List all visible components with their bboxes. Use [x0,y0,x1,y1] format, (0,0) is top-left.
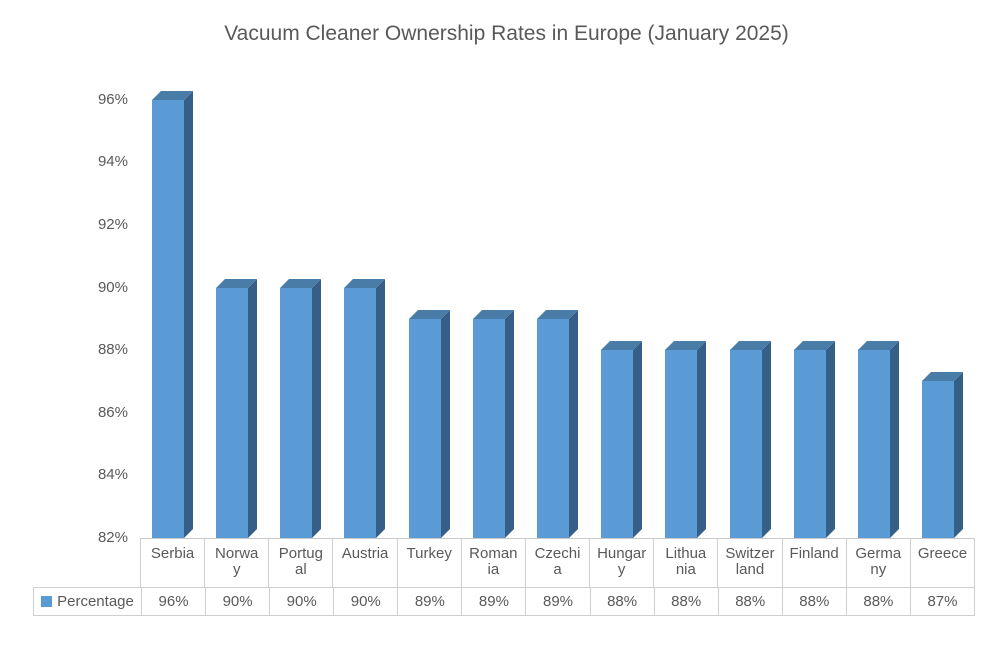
value-cell-austria: 90% [333,588,397,615]
y-axis-tick-label: 96% [97,90,128,108]
value-cell-switzerland: 88% [717,588,782,615]
bar-front-face [409,319,441,538]
bar-norway [216,279,257,538]
y-axis-tick-label: 84% [97,466,128,484]
value-cell-portugal: 90% [269,588,333,615]
bar-side-face [376,279,385,538]
value-cell-greece: 87% [909,588,974,615]
y-axis-tick-label: 92% [97,216,128,233]
bar-front-face [344,288,376,538]
bar-turkey [409,310,450,538]
bar-front-face [152,100,184,538]
bar-front-face [730,350,762,538]
bar-serbia [152,91,193,538]
bar-greece [922,372,963,538]
value-cell-lithuania: 88% [653,588,718,615]
bar-side-face [954,372,963,538]
bar-side-face [248,279,257,538]
bar-czechia [537,310,578,538]
bar-finland [794,341,835,538]
bar-front-face [665,350,697,538]
bar-lithuania [665,341,706,538]
value-cell-germany: 88% [845,588,910,615]
y-axis-tick-label: 88% [97,341,128,359]
bar-austria [344,279,385,538]
bar-side-face [184,91,193,538]
bar-front-face [858,350,890,538]
category-label-norway: Norwa y [204,539,268,587]
bar-side-face [697,341,706,538]
value-cell-hungary: 88% [589,588,654,615]
x-axis-category-labels: Serbia Norwa y Portug al Austria Turkey Roman ia… [140,538,975,587]
bar-front-face [473,319,505,538]
value-cell-turkey: 89% [397,588,461,615]
value-cell-romania: 89% [461,588,525,615]
bar-front-face [601,350,633,538]
bar-front-face [794,350,826,538]
value-cell-serbia: 96% [141,588,205,615]
bar-portugal [280,279,321,538]
legend-cell: Percentage [34,588,141,615]
bar-germany [858,341,899,538]
bar-side-face [762,341,771,538]
y-axis-tick-label: 90% [97,278,128,296]
category-label-germany: Germa ny [845,539,910,587]
category-label-czechia: Czechi a [524,539,589,587]
bar-front-face [216,288,248,538]
category-label-turkey: Turkey [396,539,461,587]
bar-side-face [312,279,321,538]
y-axis-tick-label: 86% [97,403,128,421]
category-label-portugal: Portug al [268,539,332,587]
category-label-serbia: Serbia [140,539,204,587]
legend-label: Percentage [57,593,134,610]
category-label-lithuania: Lithua nia [653,539,717,587]
value-cell-norway: 90% [205,588,269,615]
bar-hungary [601,341,642,538]
data-table-row: Percentage 96% 90% 90% 90% 89% 89% 89% 88% 88% 88… [33,587,975,616]
bar-switzerland [730,341,771,538]
bar-front-face [537,319,569,538]
legend-key-swatch [41,596,53,607]
bar-front-face [922,381,954,538]
category-label-greece: Greece [909,539,974,587]
bar-side-face [505,310,514,538]
bar-side-face [890,341,899,538]
bar-romania [473,310,514,538]
value-cell-finland: 88% [781,588,846,615]
category-label-finland: Finland [781,539,846,587]
category-label-switzerland: Switzer land [717,539,781,587]
bar-side-face [569,310,578,538]
category-label-romania: Roman ia [460,539,525,587]
value-cell-czechia: 89% [525,588,589,615]
bar-side-face [633,341,642,538]
y-axis-tick-label: 94% [97,153,128,171]
category-label-hungary: Hungar y [589,539,653,587]
bar-side-face [441,310,450,538]
bar-side-face [826,341,835,538]
bar-front-face [280,288,312,538]
chart-title: Vacuum Cleaner Ownership Rates in Europe… [224,22,789,45]
y-axis-tick-label: 82% [97,529,128,546]
category-label-austria: Austria [332,539,396,587]
